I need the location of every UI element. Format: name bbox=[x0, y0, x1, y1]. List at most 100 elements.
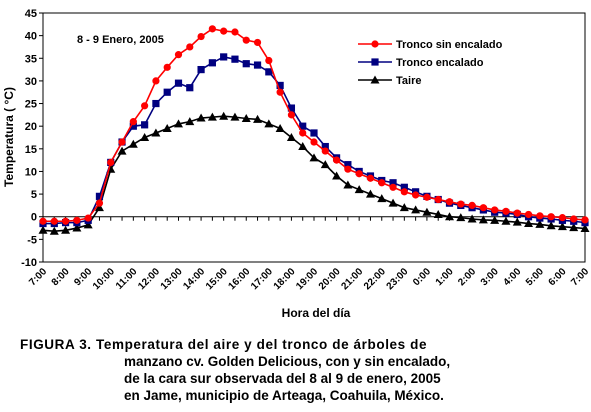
data-point bbox=[241, 113, 251, 122]
data-point bbox=[422, 207, 432, 216]
data-point bbox=[365, 189, 375, 198]
data-point bbox=[83, 220, 93, 229]
x-tick-label: 13:00 bbox=[159, 266, 185, 292]
data-point bbox=[38, 225, 48, 234]
data-point bbox=[140, 133, 150, 141]
data-point bbox=[141, 102, 149, 110]
data-point bbox=[264, 119, 274, 128]
data-point bbox=[61, 225, 71, 234]
data-point bbox=[344, 161, 352, 169]
data-point bbox=[456, 213, 466, 222]
data-point bbox=[117, 146, 127, 155]
y-tick-label: -10 bbox=[21, 257, 37, 269]
data-point bbox=[276, 88, 284, 96]
data-point bbox=[84, 214, 92, 222]
data-point bbox=[569, 223, 579, 232]
data-point bbox=[208, 25, 216, 33]
caption-line-2: manzano cv. Golden Delicious, con y sin … bbox=[124, 354, 451, 369]
caption-label: FIGURA 3. bbox=[20, 337, 92, 352]
data-point bbox=[321, 147, 329, 155]
data-point bbox=[344, 165, 352, 173]
data-point bbox=[253, 61, 262, 69]
x-axis-label: Hora del día bbox=[282, 306, 351, 320]
data-point bbox=[354, 185, 364, 194]
caption-line-4: en Jame, municipio de Arteaga, Coahuila,… bbox=[124, 388, 444, 403]
data-point bbox=[95, 192, 104, 200]
data-point bbox=[118, 138, 126, 146]
y-tick-label: 25 bbox=[25, 99, 37, 111]
data-point bbox=[320, 160, 330, 169]
data-point bbox=[107, 158, 115, 166]
x-tick-label: 11:00 bbox=[114, 266, 140, 292]
data-point bbox=[389, 179, 397, 187]
data-point bbox=[536, 212, 544, 220]
data-point bbox=[197, 65, 205, 74]
data-point bbox=[434, 195, 442, 204]
x-tick-label: 18:00 bbox=[272, 266, 298, 292]
caption-line-3: de la cara sur observada del 8 al 9 de e… bbox=[124, 371, 441, 386]
data-point bbox=[457, 200, 465, 208]
data-point bbox=[332, 156, 341, 164]
data-point bbox=[299, 129, 307, 137]
y-tick-label: 5 bbox=[31, 189, 37, 201]
legend-item: Taire bbox=[358, 75, 421, 87]
legend-swatch-marker bbox=[371, 40, 379, 48]
data-point bbox=[50, 217, 58, 225]
data-point bbox=[186, 84, 194, 92]
legend-label: Taire bbox=[396, 75, 421, 87]
data-point bbox=[163, 63, 171, 71]
data-point bbox=[49, 226, 59, 235]
data-point bbox=[524, 219, 534, 228]
data-point bbox=[299, 122, 307, 130]
data-point bbox=[389, 183, 397, 191]
x-tick-label: 7:00 bbox=[569, 266, 591, 288]
data-point bbox=[163, 88, 171, 96]
data-point bbox=[580, 223, 590, 232]
x-tick-label: 20:00 bbox=[317, 266, 343, 292]
legend-label: Tronco encalado bbox=[396, 57, 484, 69]
data-point bbox=[287, 111, 296, 119]
data-point bbox=[73, 216, 81, 224]
y-tick-label: 45 bbox=[25, 8, 37, 20]
data-point bbox=[411, 205, 421, 214]
series-circle bbox=[39, 25, 589, 225]
x-tick-label: 19:00 bbox=[294, 266, 320, 292]
data-point bbox=[570, 215, 578, 223]
data-point bbox=[512, 217, 522, 226]
legend-swatch-marker bbox=[370, 75, 380, 84]
data-point bbox=[72, 223, 82, 232]
data-point bbox=[468, 201, 476, 210]
x-tick-label: 3:00 bbox=[479, 266, 501, 288]
data-point bbox=[388, 198, 398, 207]
data-point bbox=[231, 28, 239, 36]
data-point bbox=[276, 81, 284, 90]
data-point bbox=[129, 118, 137, 126]
data-point bbox=[174, 79, 183, 87]
y-axis-label: Temperatura ( °C) bbox=[2, 87, 16, 187]
data-point bbox=[377, 194, 387, 203]
y-tick-label: 35 bbox=[25, 53, 37, 65]
data-point bbox=[558, 214, 567, 222]
series-triangle bbox=[38, 111, 590, 235]
x-tick-label: 7:00 bbox=[27, 266, 49, 288]
data-point bbox=[355, 170, 363, 178]
legend-item: Tronco sin encalado bbox=[358, 39, 503, 51]
y-tick-label: 30 bbox=[25, 76, 37, 88]
x-tick-label: 1:00 bbox=[434, 266, 456, 288]
data-point bbox=[129, 122, 137, 130]
data-point bbox=[309, 153, 319, 162]
data-point bbox=[185, 117, 195, 126]
data-point bbox=[321, 142, 329, 151]
legend-label: Tronco sin encalado bbox=[396, 39, 503, 51]
y-tick-label: -5 bbox=[27, 234, 37, 246]
series-line bbox=[43, 27, 586, 223]
data-point bbox=[275, 123, 285, 132]
data-point bbox=[265, 68, 273, 76]
data-point bbox=[219, 111, 229, 120]
x-tick-label: 23:00 bbox=[385, 266, 411, 292]
plot-frame bbox=[42, 12, 586, 263]
data-point bbox=[242, 36, 250, 44]
data-point bbox=[174, 51, 183, 59]
x-tick-label: 14:00 bbox=[181, 266, 207, 292]
data-point bbox=[400, 183, 408, 191]
